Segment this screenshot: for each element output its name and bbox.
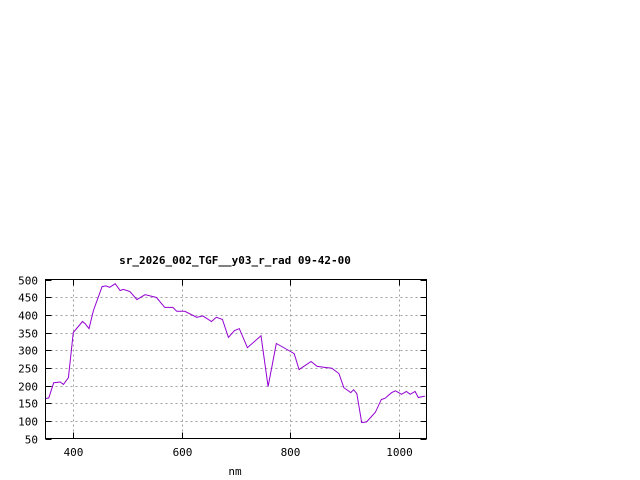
x-tick-label: 800 <box>281 446 301 459</box>
grid <box>45 279 427 439</box>
y-tick-label: 200 <box>18 381 38 394</box>
x-tick-label: 1000 <box>386 446 413 459</box>
series-line <box>45 283 426 424</box>
y-tick-label: 450 <box>18 292 38 305</box>
x-tick-label: 400 <box>64 446 84 459</box>
y-tick-label: 50 <box>25 434 38 447</box>
x-tick-label: 600 <box>173 446 193 459</box>
y-tick-labels: 50 100 150 200 250 300 350 400 450 500 <box>18 275 38 447</box>
y-tick-label: 400 <box>18 310 38 323</box>
x-axis-label: nm <box>228 465 242 478</box>
y-tick-label: 150 <box>18 398 38 411</box>
y-tick-label: 500 <box>18 275 38 288</box>
axis-ticks <box>45 279 427 440</box>
chart-title: sr_2026_002_TGF__y03_r_rad 09-42-00 <box>119 254 351 267</box>
y-tick-label: 250 <box>18 363 38 376</box>
y-tick-label: 350 <box>18 328 38 341</box>
x-tick-labels: 400 600 800 1000 <box>64 446 413 459</box>
plot-border <box>45 279 427 439</box>
y-tick-label: 100 <box>18 416 38 429</box>
y-tick-label: 300 <box>18 345 38 358</box>
